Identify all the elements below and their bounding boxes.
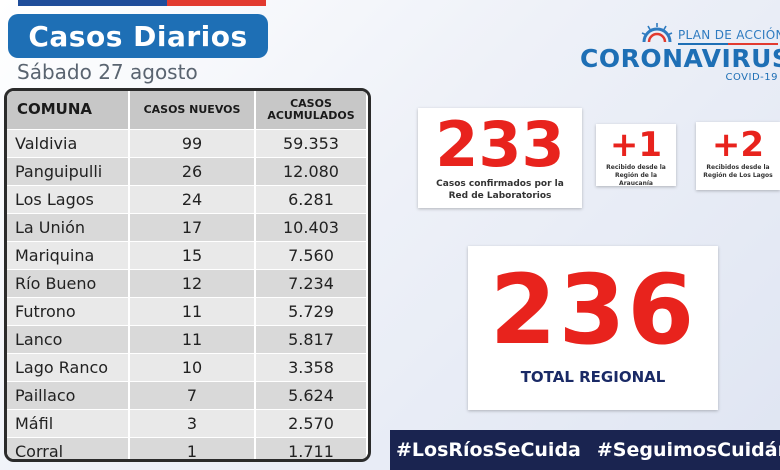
table-row: Corral 1 1.711 [7, 436, 368, 459]
cell-comuna: Máfil [7, 408, 130, 437]
cell-comuna: Mariquina [7, 240, 130, 269]
cell-nuevos: 10 [129, 352, 256, 381]
table-row: Valdivia 99 59.353 [7, 128, 368, 157]
logo-main-text: CORONAVIRUS [580, 44, 780, 73]
cell-acumulados: 5.729 [255, 296, 368, 325]
cell-nuevos: 3 [129, 408, 256, 437]
logo-divider [678, 43, 778, 45]
table-row: Lanco 11 5.817 [7, 324, 368, 353]
cell-nuevos: 11 [129, 296, 256, 325]
table-row: Mariquina 15 7.560 [7, 240, 368, 269]
report-date: Sábado 27 agosto [17, 60, 198, 84]
table-row: Panguipulli 26 12.080 [7, 156, 368, 185]
cell-acumulados: 1.711 [255, 436, 368, 459]
table-row: Lago Ranco 10 3.358 [7, 352, 368, 381]
cell-nuevos: 17 [129, 212, 256, 241]
cell-comuna: Lanco [7, 324, 130, 353]
araucania-card: +1 Recibido desde la Región de la Arauca… [596, 124, 676, 187]
cell-comuna: Los Lagos [7, 184, 130, 213]
logo-plan-text: PLAN DE ACCIÓN [678, 28, 780, 42]
cell-comuna: Futrono [7, 296, 130, 325]
cell-comuna: Valdivia [7, 128, 130, 157]
cell-comuna: La Unión [7, 212, 130, 241]
cell-acumulados: 2.570 [255, 408, 368, 437]
table-row: Futrono 11 5.729 [7, 296, 368, 325]
hashtag-bar: #LosRíosSeCuida #SeguimosCuidándonos [390, 430, 780, 470]
cell-acumulados: 7.560 [255, 240, 368, 269]
loslagos-caption-line2: Región de Los Lagos [703, 172, 773, 179]
header-acum-line1: CASOS [290, 97, 332, 111]
araucania-count: +1 [609, 125, 663, 165]
cell-nuevos: 15 [129, 240, 256, 269]
table-row: Río Bueno 12 7.234 [7, 268, 368, 297]
loslagos-card: +2 Recibidos desde la Región de Los Lago… [696, 122, 780, 190]
cases-table: COMUNA CASOS NUEVOS CASOS ACUMULADOS Val… [4, 88, 371, 462]
araucania-caption-line1: Recibido desde la [606, 164, 666, 171]
cell-nuevos: 12 [129, 268, 256, 297]
lab-cases-count: 233 [435, 108, 565, 181]
cell-acumulados: 5.817 [255, 324, 368, 353]
total-regional-label: TOTAL REGIONAL [520, 368, 666, 386]
cell-comuna: Río Bueno [7, 268, 130, 297]
cell-nuevos: 7 [129, 380, 256, 409]
cell-nuevos: 26 [129, 156, 256, 185]
cell-acumulados: 59.353 [255, 128, 368, 157]
cell-nuevos: 24 [129, 184, 256, 213]
loslagos-caption-line1: Recibidos desde la [706, 164, 770, 171]
cell-nuevos: 11 [129, 324, 256, 353]
logo-sub-text: COVID-19 [725, 72, 778, 83]
cell-acumulados: 10.403 [255, 212, 368, 241]
total-regional-count: 236 [489, 254, 697, 366]
cell-acumulados: 12.080 [255, 156, 368, 185]
table-row: Paillaco 7 5.624 [7, 380, 368, 409]
header-comuna: COMUNA [7, 91, 130, 129]
top-color-stripe [18, 0, 266, 6]
cell-comuna: Paillaco [7, 380, 130, 409]
table-header-row: COMUNA CASOS NUEVOS CASOS ACUMULADOS [7, 91, 368, 129]
lab-caption-line1: Casos confirmados por la [436, 179, 564, 189]
araucania-caption-line2: Región de la Araucanía [614, 172, 658, 187]
hashtag-seguimos: #SeguimosCuidándonos [596, 439, 780, 461]
cell-comuna: Lago Ranco [7, 352, 130, 381]
total-regional-card: 236 TOTAL REGIONAL [468, 246, 718, 410]
cell-nuevos: 99 [129, 128, 256, 157]
loslagos-count: +2 [711, 125, 765, 165]
table-row: La Unión 17 10.403 [7, 212, 368, 241]
cell-comuna: Panguipulli [7, 156, 130, 185]
cell-nuevos: 1 [129, 436, 256, 459]
cell-comuna: Corral [7, 436, 130, 459]
header-casos-acumulados: CASOS ACUMULADOS [255, 91, 368, 129]
header-acum-line2: ACUMULADOS [267, 108, 355, 122]
lab-caption-line2: Red de Laboratorios [448, 191, 552, 201]
page-title: Casos Diarios [8, 14, 268, 58]
lab-cases-card: 233 Casos confirmados por la Red de Labo… [418, 108, 582, 208]
table-row: Los Lagos 24 6.281 [7, 184, 368, 213]
hashtag-losrios: #LosRíosSeCuida [396, 439, 581, 461]
coronavirus-logo: PLAN DE ACCIÓN CORONAVIRUS COVID-19 [580, 22, 780, 88]
cell-acumulados: 5.624 [255, 380, 368, 409]
header-casos-nuevos: CASOS NUEVOS [129, 91, 256, 129]
sun-logo-icon [641, 23, 673, 43]
cell-acumulados: 6.281 [255, 184, 368, 213]
cell-acumulados: 7.234 [255, 268, 368, 297]
table-row: Máfil 3 2.570 [7, 408, 368, 437]
cell-acumulados: 3.358 [255, 352, 368, 381]
